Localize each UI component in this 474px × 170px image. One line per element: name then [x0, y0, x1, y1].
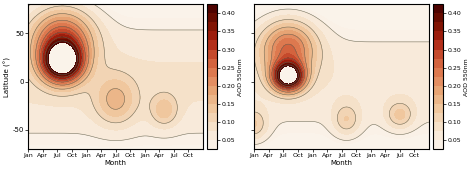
Y-axis label: AOD 550nm: AOD 550nm	[238, 58, 243, 96]
Y-axis label: Latitude (°): Latitude (°)	[4, 57, 11, 97]
X-axis label: Month: Month	[105, 160, 127, 166]
X-axis label: Month: Month	[331, 160, 353, 166]
Y-axis label: AOD 550nm: AOD 550nm	[464, 58, 469, 96]
